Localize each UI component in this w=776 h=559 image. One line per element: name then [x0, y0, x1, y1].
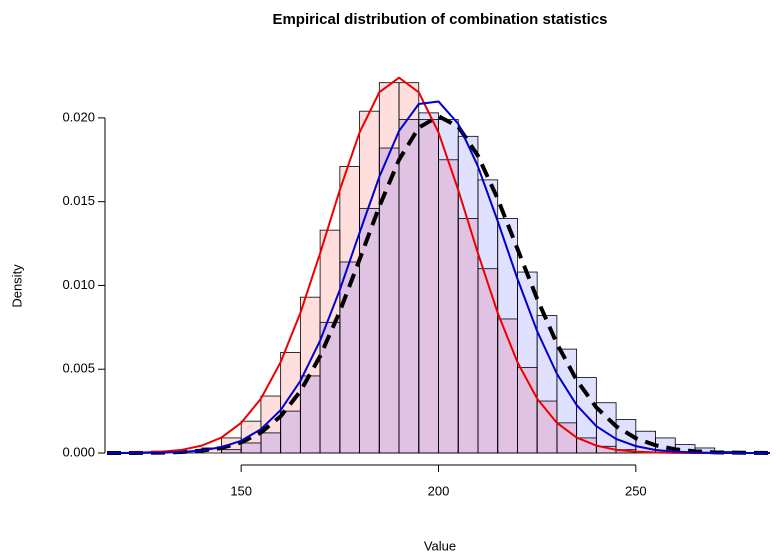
- y-tick-label: 0.010: [62, 277, 95, 292]
- histogram-bar: [240, 442, 262, 454]
- histogram-bar: [359, 207, 380, 454]
- x-tick-label: 200: [428, 483, 450, 498]
- histogram-bar: [378, 147, 400, 454]
- histogram-bar: [280, 410, 301, 454]
- density-curve: [107, 76, 770, 454]
- x-tick-label: 150: [230, 483, 252, 498]
- density-curve: [107, 100, 770, 454]
- histogram-bar: [299, 375, 321, 454]
- histogram-bar: [477, 179, 499, 454]
- chart-title: Empirical distribution of combination st…: [272, 11, 607, 28]
- histogram-bar: [221, 449, 242, 454]
- histogram-bar: [457, 135, 479, 454]
- histogram-bar: [319, 321, 341, 454]
- histogram-bar: [418, 112, 439, 454]
- y-tick-label: 0.000: [62, 444, 95, 459]
- y-tick-label: 0.005: [62, 361, 95, 376]
- histogram-bar: [517, 271, 538, 454]
- x-axis-label: Value: [424, 538, 456, 553]
- x-tick-label: 250: [625, 483, 647, 498]
- y-tick-label: 0.020: [62, 109, 95, 124]
- histogram-bar: [398, 119, 420, 454]
- y-axis-label: Density: [9, 264, 24, 308]
- histogram-bar: [438, 119, 459, 454]
- y-tick-label: 0.015: [62, 193, 95, 208]
- histogram-bar: [260, 432, 282, 454]
- histogram-bar: [339, 261, 360, 454]
